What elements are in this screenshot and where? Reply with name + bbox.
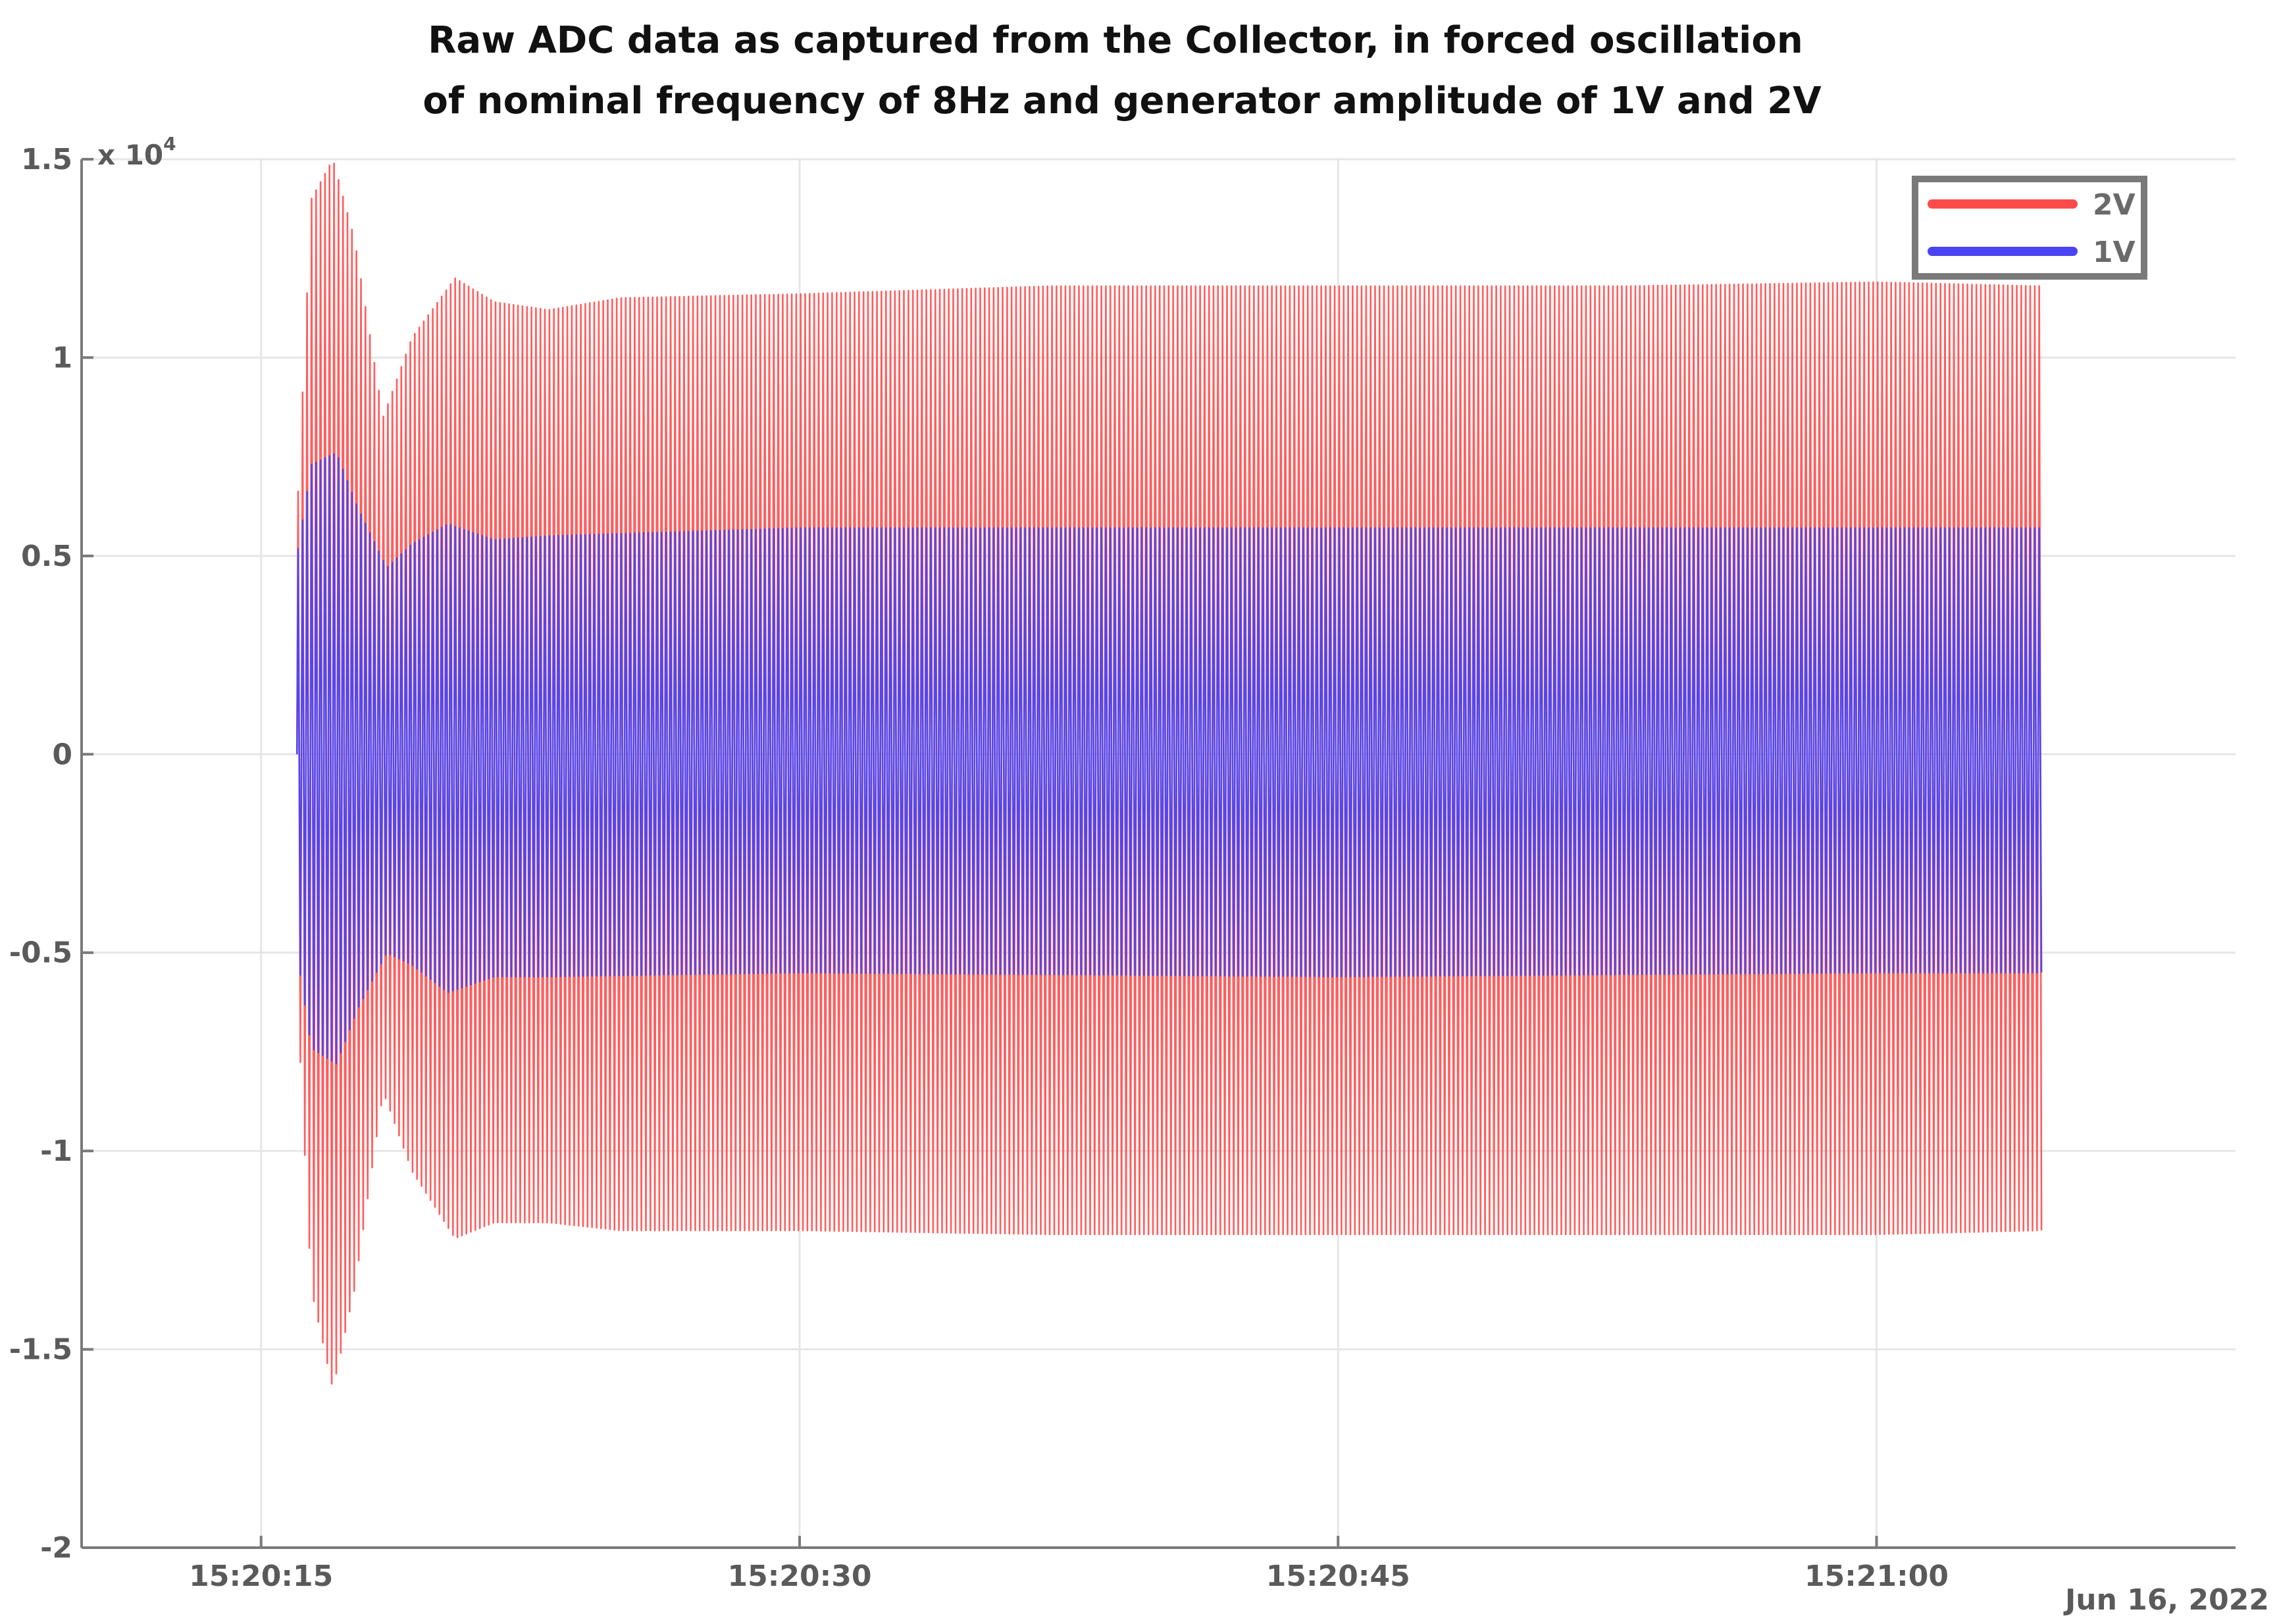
legend-label-2V: 2V (2093, 188, 2136, 222)
x-tick-label: 15:21:00 (1804, 1560, 1949, 1593)
y-tick-label: -1.5 (9, 1333, 72, 1367)
chart-title: Raw ADC data as captured from the Collec… (422, 19, 1822, 122)
y-tick-label: -0.5 (9, 936, 72, 970)
x-tick-label: 15:20:30 (728, 1560, 872, 1593)
y-tick-label: 0 (52, 738, 72, 771)
series-line-1V (296, 453, 2043, 1065)
y-tick-label: 1 (52, 341, 72, 374)
y-axis-exponent: x 104 (97, 133, 176, 171)
y-axis-exponent-base: x 10 (97, 139, 163, 171)
y-tick-label: 0.5 (21, 540, 72, 573)
series-layer (296, 163, 2043, 1385)
chart-title-line-2: of nominal frequency of 8Hz and generato… (422, 80, 1822, 122)
y-tick-label: -1 (40, 1134, 72, 1168)
x-tick-label: 15:20:45 (1266, 1560, 1410, 1593)
ticks: 1.5 1 0.5 0 -0.5 -1 -1.5 -2 15:20:15 15:20:30 15:2… (9, 143, 1949, 1593)
x-axis-date-label: Jun 16, 2022 (2063, 1583, 2269, 1617)
x-tick-label: 15:20:15 (189, 1560, 333, 1593)
legend-box (1912, 176, 2147, 280)
legend-label-1V: 1V (2093, 236, 2136, 269)
y-tick-label: 1.5 (21, 143, 72, 176)
y-axis-exponent-power: 4 (163, 133, 176, 155)
legend: 2V 1V (1912, 176, 2147, 280)
y-tick-label: -2 (40, 1531, 72, 1565)
chart-title-line-1: Raw ADC data as captured from the Collec… (428, 19, 1803, 62)
